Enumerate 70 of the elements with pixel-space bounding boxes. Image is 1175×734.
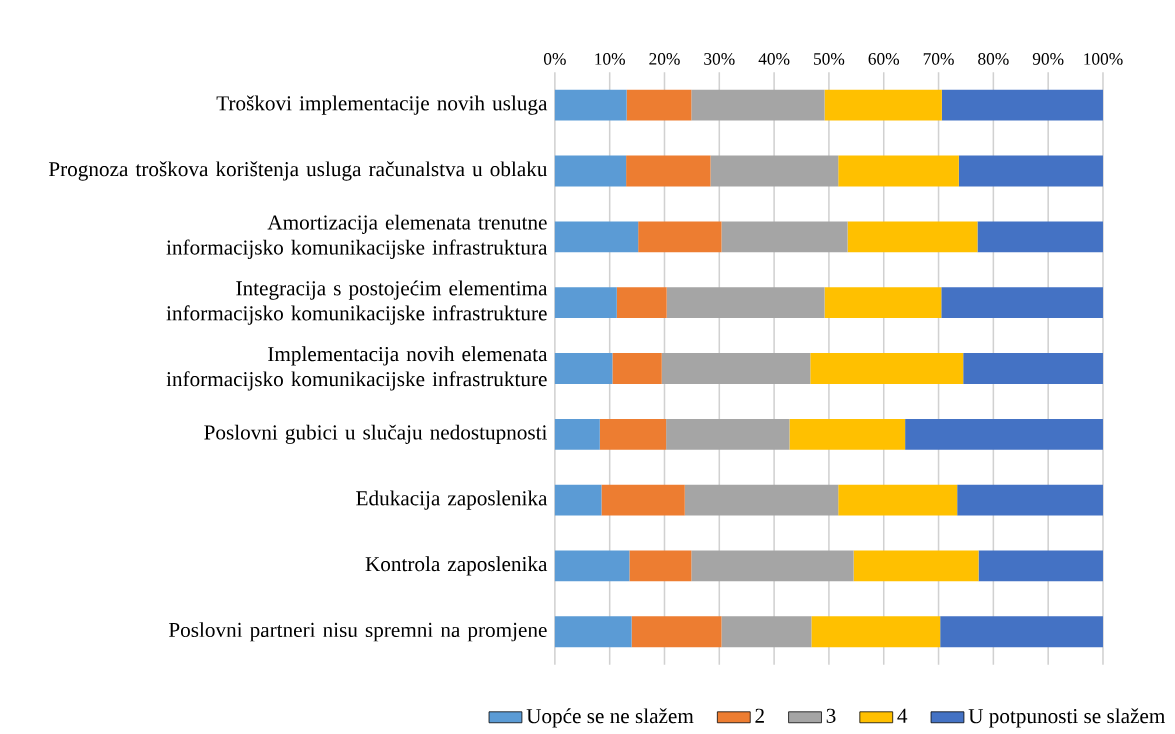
x-tick-label: 90% bbox=[1032, 53, 1064, 65]
x-tick-label: 80% bbox=[978, 53, 1009, 65]
x-tick-label: 50% bbox=[814, 53, 845, 65]
bar bbox=[721, 616, 812, 648]
legend-label: Uopće se ne slažem bbox=[526, 708, 694, 728]
legend-label: 2 bbox=[755, 708, 764, 723]
bar bbox=[691, 89, 825, 121]
y-tick-label: Integracija s postojećim elementima informacijsko komunikacijske infrastrukture bbox=[166, 280, 548, 325]
bar bbox=[978, 550, 1103, 582]
bar bbox=[710, 155, 839, 187]
x-tick-label: 30% bbox=[704, 53, 735, 65]
bar bbox=[811, 616, 941, 648]
bar bbox=[612, 353, 662, 384]
bar bbox=[853, 550, 979, 582]
y-tick-label: Implementacija novih elemenata informacijsko komunikacijske infrastrukture bbox=[166, 346, 548, 391]
bar bbox=[957, 484, 1103, 516]
bar bbox=[789, 418, 906, 450]
x-tick-label: 100% bbox=[1084, 53, 1123, 65]
bar bbox=[824, 89, 942, 121]
bar bbox=[940, 616, 1103, 648]
bar bbox=[554, 353, 613, 384]
bar bbox=[838, 484, 958, 516]
x-tick-label: 60% bbox=[868, 53, 900, 65]
bar bbox=[626, 155, 711, 187]
bar bbox=[631, 616, 722, 648]
legend-label: U potpunosti se slažem bbox=[968, 708, 1166, 728]
y-tick-label: Kontrola zaposlenika bbox=[365, 556, 548, 576]
bar bbox=[554, 155, 627, 187]
bar bbox=[554, 550, 630, 582]
bar bbox=[963, 353, 1103, 384]
bar bbox=[824, 287, 942, 319]
bar bbox=[554, 616, 632, 648]
bar bbox=[691, 550, 854, 582]
bar bbox=[616, 287, 667, 319]
legend-label: 4 bbox=[897, 708, 908, 723]
bar bbox=[666, 418, 790, 450]
bar bbox=[554, 484, 602, 516]
bar bbox=[905, 418, 1103, 450]
x-tick-label: 10% bbox=[595, 53, 625, 65]
y-tick-label: Edukacija zaposlenika bbox=[356, 490, 548, 510]
bar bbox=[838, 155, 959, 187]
bar bbox=[661, 353, 811, 384]
bar bbox=[941, 287, 1103, 319]
x-tick-label: 0% bbox=[543, 53, 566, 65]
x-tick-label: 70% bbox=[923, 53, 954, 65]
bar bbox=[684, 484, 839, 516]
bar bbox=[977, 221, 1103, 253]
bar bbox=[554, 287, 617, 319]
bar bbox=[601, 484, 685, 516]
bar bbox=[810, 353, 964, 384]
bar bbox=[958, 155, 1103, 187]
legend-label: 3 bbox=[826, 708, 836, 723]
bar bbox=[554, 221, 639, 253]
y-tick-label: Poslovni gubici u slučaju nedostupnosti bbox=[204, 424, 548, 444]
y-tick-label: Troškovi implementacije novih usluga bbox=[216, 95, 548, 115]
bar bbox=[941, 89, 1103, 121]
bar bbox=[721, 221, 848, 253]
y-tick-label: Prognoza troškova korištenja usluga računalstva u oblaku bbox=[48, 161, 548, 181]
y-tick-label: Poslovni partneri nisu spremni na promjene bbox=[168, 622, 547, 642]
bar bbox=[554, 89, 627, 121]
x-tick-label: 20% bbox=[649, 53, 680, 65]
bar bbox=[599, 418, 667, 450]
bar bbox=[629, 550, 692, 582]
bar bbox=[638, 221, 722, 253]
bar bbox=[554, 418, 600, 450]
x-tick-label: 40% bbox=[758, 53, 790, 65]
bar bbox=[626, 89, 692, 121]
bar bbox=[847, 221, 978, 253]
y-tick-label: Amortizacija elemenata trenutne informacijsko komunikacijske infrastruktura bbox=[166, 214, 548, 259]
bar bbox=[666, 287, 825, 319]
